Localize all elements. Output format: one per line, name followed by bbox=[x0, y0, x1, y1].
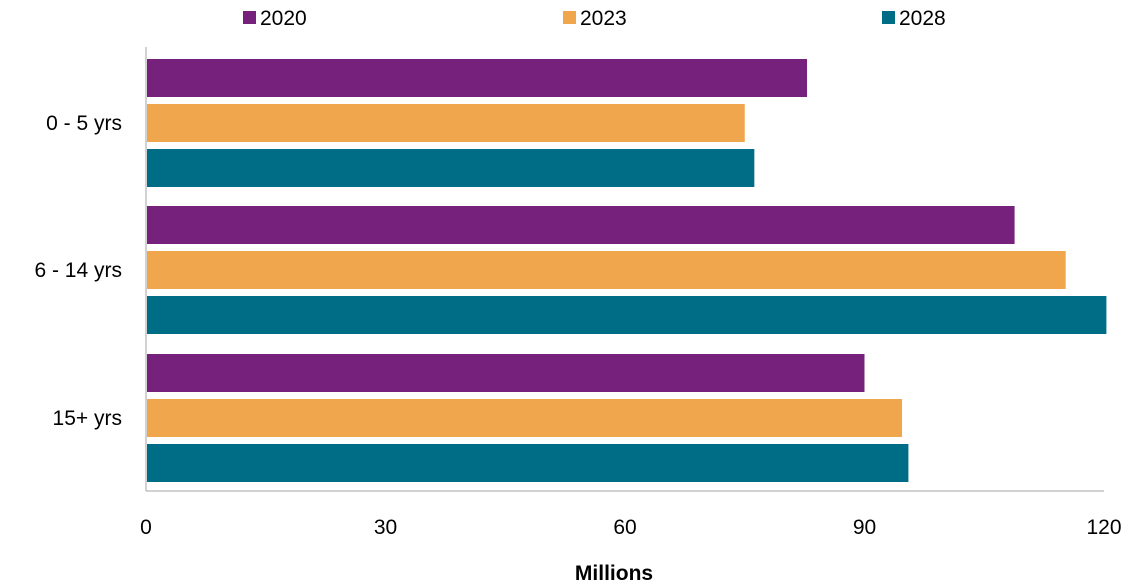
x-axis-title: Millions bbox=[575, 562, 653, 585]
legend-label-2023: 2023 bbox=[580, 7, 627, 30]
bar-2023-1 bbox=[147, 251, 1066, 289]
category-label: 0 - 5 yrs bbox=[46, 112, 122, 135]
category-label: 6 - 14 yrs bbox=[34, 259, 122, 282]
bar-2020-1 bbox=[147, 206, 1015, 244]
legend-swatch-2023 bbox=[563, 11, 576, 24]
category-label: 15+ yrs bbox=[53, 407, 122, 430]
x-tick-label: 30 bbox=[374, 516, 397, 539]
x-tick-label: 90 bbox=[853, 516, 876, 539]
bar-2028-0 bbox=[147, 149, 755, 187]
legend-swatch-2028 bbox=[882, 11, 895, 24]
bar-2020-2 bbox=[147, 354, 865, 392]
x-tick-label: 0 bbox=[140, 516, 152, 539]
axes bbox=[145, 47, 1104, 492]
legend-swatch-2020 bbox=[243, 11, 256, 24]
bars bbox=[147, 59, 1107, 482]
legend-label-2020: 2020 bbox=[260, 7, 307, 30]
x-tick-label: 60 bbox=[613, 516, 636, 539]
category-labels: 0 - 5 yrs 6 - 14 yrs 15+ yrs bbox=[34, 112, 122, 430]
legend: 2020 2023 2028 bbox=[243, 7, 946, 30]
bar-2023-0 bbox=[147, 104, 745, 142]
bar-2023-2 bbox=[147, 399, 903, 437]
bar-2020-0 bbox=[147, 59, 808, 97]
bar-2028-2 bbox=[147, 444, 909, 482]
legend-label-2028: 2028 bbox=[899, 7, 946, 30]
bar-2028-1 bbox=[147, 296, 1107, 334]
x-tick-labels: 0 30 60 90 120 bbox=[140, 516, 1121, 539]
x-tick-label: 120 bbox=[1086, 516, 1121, 539]
